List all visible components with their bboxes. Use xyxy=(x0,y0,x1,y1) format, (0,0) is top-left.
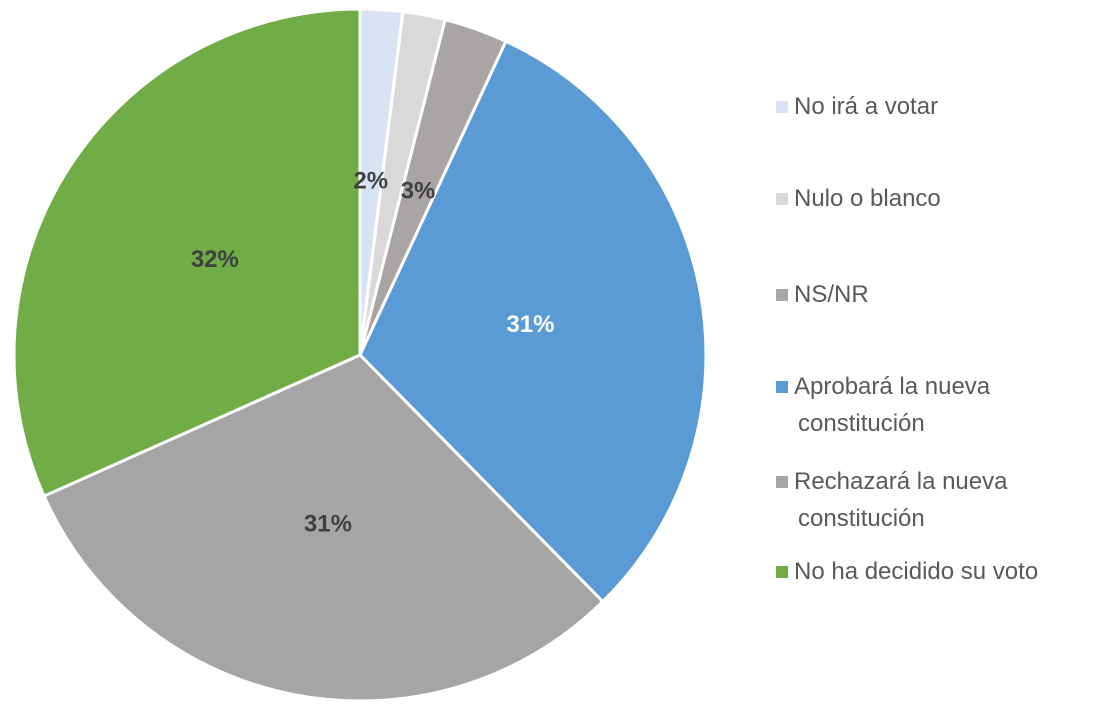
legend-label: Rechazará la nueva constitución xyxy=(794,468,1008,532)
legend-item: NS/NR xyxy=(772,276,1098,313)
data-label: 32% xyxy=(191,246,239,273)
data-label: 2% xyxy=(353,168,388,195)
pie-chart: 2% 3% 31% 31% 32% xyxy=(12,7,708,703)
legend-swatch xyxy=(776,381,788,393)
legend-label: NS/NR xyxy=(794,281,869,308)
pie-slice xyxy=(12,7,362,499)
legend-label: No ha decidido su voto xyxy=(794,558,1039,585)
pie-slice xyxy=(358,39,708,604)
pie-slice xyxy=(42,353,605,703)
data-label: 31% xyxy=(506,311,554,338)
data-label: 3% xyxy=(401,177,436,204)
legend-item: No ha decidido su voto xyxy=(772,553,1098,590)
legend-label: Aprobará la nueva constitución xyxy=(794,373,991,437)
legend-label: Nulo o blanco xyxy=(794,185,941,212)
legend-item: Nulo o blanco xyxy=(772,180,1098,217)
legend-swatch xyxy=(776,289,788,301)
legend-label: No irá a votar xyxy=(794,93,939,120)
legend-swatch xyxy=(776,476,788,488)
legend-item: No irá a votar xyxy=(772,88,1098,125)
legend-swatch xyxy=(776,193,788,205)
legend-swatch xyxy=(776,101,788,113)
legend-item: Aprobará la nueva constitución xyxy=(772,368,1098,442)
legend-item: Rechazará la nueva constitución xyxy=(772,463,1098,537)
data-label: 31% xyxy=(304,510,352,537)
legend-swatch xyxy=(776,566,788,578)
